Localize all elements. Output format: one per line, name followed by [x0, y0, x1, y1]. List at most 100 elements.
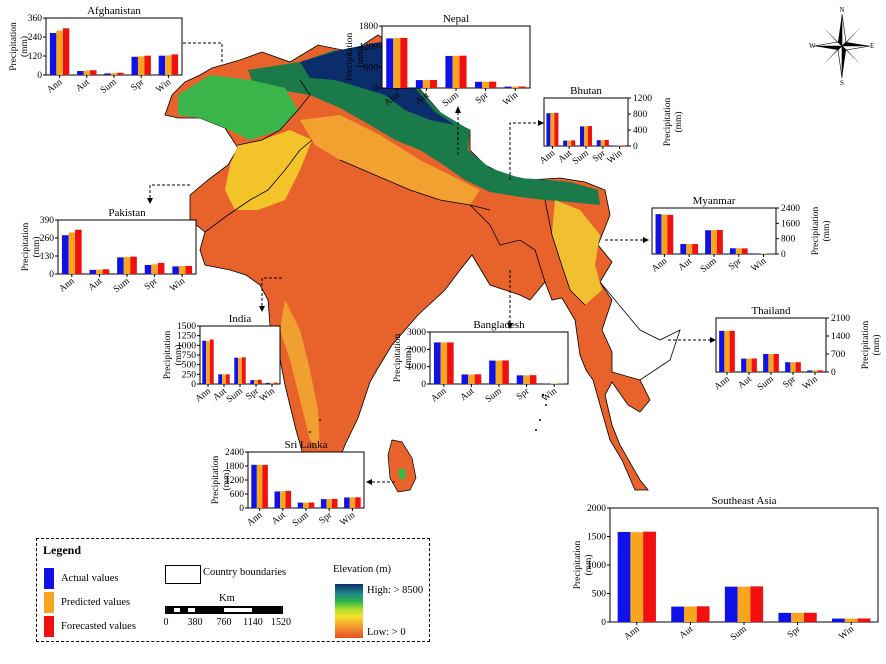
bar-pakistan-Ann-forecasted: [75, 230, 82, 274]
y-tick-label: 3000: [407, 328, 426, 338]
elevation-colorbar: [335, 584, 363, 638]
bar-srilanka-Sum-predicted: [303, 503, 309, 508]
x-tick-label: Ann: [194, 386, 213, 404]
compass-n: N: [839, 6, 844, 14]
bar-pakistan-Aut-actual: [90, 270, 97, 274]
x-tick-label: Spr: [727, 256, 744, 273]
bar-srilanka-Win-actual: [344, 498, 350, 509]
x-tick-label: Aut: [87, 276, 105, 293]
y-tick-label: 2100: [831, 314, 850, 324]
chart-title-srilanka: Sri Lanka: [284, 439, 327, 451]
bar-afghanistan-Sum-predicted: [111, 73, 117, 75]
y-tick-label: 0: [191, 380, 196, 390]
x-tick-label: Sum: [99, 77, 119, 96]
bar-myanmar-Sum-forecasted: [717, 230, 723, 254]
bar-thailand-Win-actual: [807, 370, 812, 372]
x-tick-label: Sum: [699, 256, 719, 275]
bar-seasia-Win-predicted: [845, 619, 858, 622]
bar-srilanka-Ann-predicted: [257, 465, 263, 508]
bar-afghanistan-Win-forecasted: [172, 54, 178, 75]
bar-thailand-Spr-predicted: [790, 362, 795, 372]
scale-unit-label: Km: [219, 593, 235, 604]
x-tick-label: Sum: [729, 624, 749, 643]
x-tick-label: Ann: [430, 386, 449, 404]
bar-bangladesh-Ann-forecasted: [447, 342, 454, 384]
bar-seasia-Win-actual: [832, 619, 845, 622]
y-tick-label: 1800: [359, 22, 378, 32]
bar-nepal-Win-predicted: [512, 87, 519, 88]
x-tick-label: Ann: [623, 624, 642, 642]
bar-myanmar-Spr-predicted: [736, 248, 742, 254]
y-axis-label: Precipitation(mm): [393, 333, 414, 382]
bar-thailand-Sum-actual: [763, 354, 768, 372]
x-tick-label: Win: [540, 386, 559, 404]
legend-panel: Legend Actual values Predicted values Fo…: [36, 538, 430, 642]
bar-bhutan-Win-forecasted: [622, 145, 626, 146]
chart-bangladesh: Bangladesh0100020003000Precipitation(mm)…: [402, 318, 568, 438]
bar-seasia-Ann-actual: [618, 532, 631, 622]
x-tick-label: Sum: [291, 510, 311, 529]
y-tick-label: 500: [592, 590, 607, 600]
bar-thailand-Aut-forecasted: [752, 359, 757, 373]
x-tick-label: Sum: [112, 276, 132, 295]
bar-pakistan-Ann-actual: [62, 235, 69, 274]
bar-afghanistan-Ann-predicted: [56, 31, 62, 75]
chart-title-seasia: Southeast Asia: [711, 495, 776, 507]
bar-seasia-Sum-actual: [725, 587, 738, 622]
bar-bhutan-Sum-predicted: [584, 126, 588, 146]
x-tick-label: Aut: [459, 386, 477, 403]
x-tick-label: Spr: [591, 148, 608, 165]
bar-india-Win-predicted: [270, 383, 274, 384]
bar-bangladesh-Sum-forecasted: [502, 360, 509, 384]
bar-afghanistan-Aut-actual: [77, 71, 83, 75]
bar-myanmar-Aut-predicted: [686, 244, 692, 254]
x-tick-label: Spr: [474, 90, 491, 107]
bar-seasia-Spr-forecasted: [804, 613, 817, 622]
y-tick-label: 0: [633, 142, 638, 152]
chart-thailand: Thailand070014002100Precipitation(mm)Ann…: [712, 296, 886, 416]
y-tick-label: 400: [633, 126, 648, 136]
x-tick-label: Aut: [74, 77, 92, 94]
x-tick-label: Ann: [538, 148, 557, 166]
x-tick-label: Sum: [441, 90, 461, 109]
bar-seasia-Sum-predicted: [738, 587, 751, 622]
bar-pakistan-Spr-forecasted: [158, 263, 165, 274]
bar-seasia-Spr-actual: [778, 613, 791, 622]
bar-bhutan-Sum-forecasted: [588, 126, 592, 146]
bar-pakistan-Sum-actual: [117, 257, 124, 274]
y-axis-label: Precipitation(mm): [9, 22, 30, 71]
bar-india-Ann-forecasted: [210, 340, 214, 384]
bar-bangladesh-Sum-predicted: [496, 361, 503, 384]
bar-india-Ann-predicted: [206, 341, 210, 384]
bar-thailand-Win-forecasted: [818, 370, 823, 372]
x-tick-label: Aut: [678, 624, 696, 641]
bar-bangladesh-Sum-actual: [489, 361, 496, 384]
x-tick-label: Win: [258, 386, 277, 404]
chart-title-thailand: Thailand: [751, 305, 791, 317]
bar-bangladesh-Win-actual: [544, 383, 551, 384]
y-tick-label: 800: [781, 235, 796, 245]
compass-s: S: [840, 79, 844, 86]
y-axis-label: Precipitation(mm): [663, 97, 684, 146]
scale-tick-3: 1140: [243, 617, 263, 628]
bar-bangladesh-Aut-predicted: [468, 374, 475, 384]
bar-seasia-Aut-actual: [671, 607, 684, 622]
bar-pakistan-Win-predicted: [179, 266, 186, 274]
scale-tick-2: 760: [217, 617, 232, 628]
scale-tick-4: 1520: [271, 617, 291, 628]
bar-myanmar-Win-predicted: [761, 253, 767, 254]
bar-afghanistan-Spr-actual: [131, 57, 137, 75]
x-tick-label: Aut: [736, 374, 754, 391]
bar-india-Spr-actual: [250, 380, 254, 384]
x-tick-label: Ann: [245, 510, 264, 528]
bar-myanmar-Sum-actual: [705, 230, 711, 254]
chart-title-india: India: [229, 313, 252, 325]
sri-lanka-island: [388, 440, 416, 492]
bar-pakistan-Win-forecasted: [185, 266, 192, 274]
bar-thailand-Aut-predicted: [746, 359, 751, 372]
bar-afghanistan-Ann-forecasted: [63, 28, 69, 75]
x-tick-label: Ann: [383, 90, 402, 108]
x-tick-label: Aut: [414, 90, 432, 107]
bar-seasia-Win-forecasted: [858, 618, 871, 622]
